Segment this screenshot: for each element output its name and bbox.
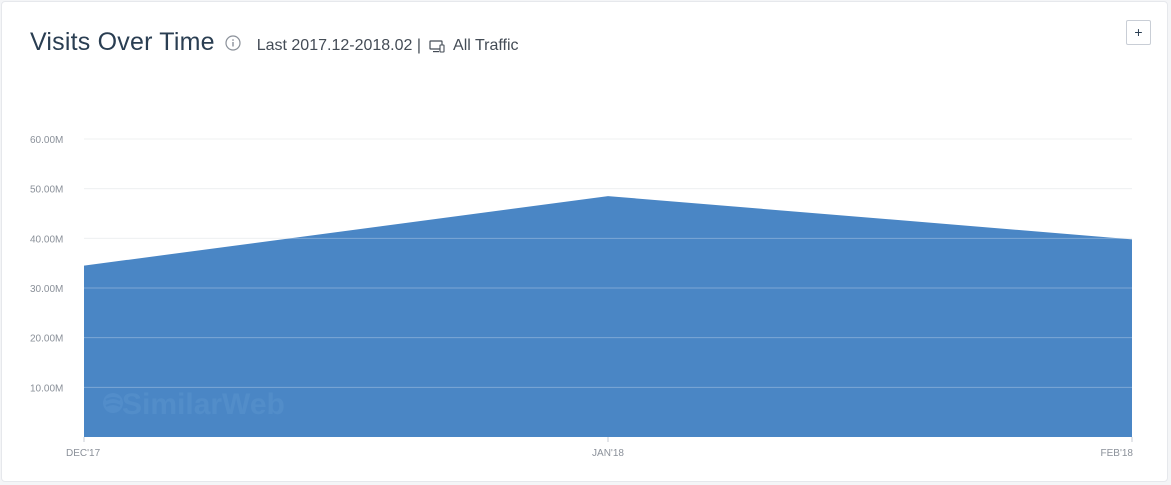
x-tick-label: DEC'17 [66,448,101,459]
widget-subtitle: Last 2017.12-2018.02 | All Traffic [257,37,519,55]
info-icon[interactable] [225,35,241,51]
desktop-mobile-icon [429,40,445,54]
widget-header: Visits Over Time Last 2017.12-2018.02 | … [30,28,519,57]
area-series [83,138,1133,437]
y-axis-ticks: 10.00M 20.00M 30.00M 40.00M 50.00M 60.00M [30,135,63,394]
x-axis-ticks: DEC'17 JAN'18 FEB'18 [66,437,1133,459]
expand-button[interactable]: + [1126,20,1151,45]
visits-area [84,196,1132,437]
y-tick-label: 40.00M [30,234,63,245]
similarweb-logo-icon [103,393,123,413]
y-tick-label: 60.00M [30,135,63,146]
y-tick-label: 50.00M [30,185,63,196]
x-tick-label: FEB'18 [1101,448,1134,459]
x-tick-label: JAN'18 [592,448,624,459]
widget-title: Visits Over Time [30,28,215,56]
traffic-type-label: All Traffic [453,37,519,54]
y-tick-label: 30.00M [30,284,63,295]
y-tick-label: 10.00M [30,383,63,394]
watermark: SimilarWeb [103,388,285,421]
similarweb-watermark: SimilarWeb [122,388,285,421]
period-label: Last 2017.12-2018.02 | [256,37,422,54]
y-tick-label: 20.00M [30,334,63,345]
